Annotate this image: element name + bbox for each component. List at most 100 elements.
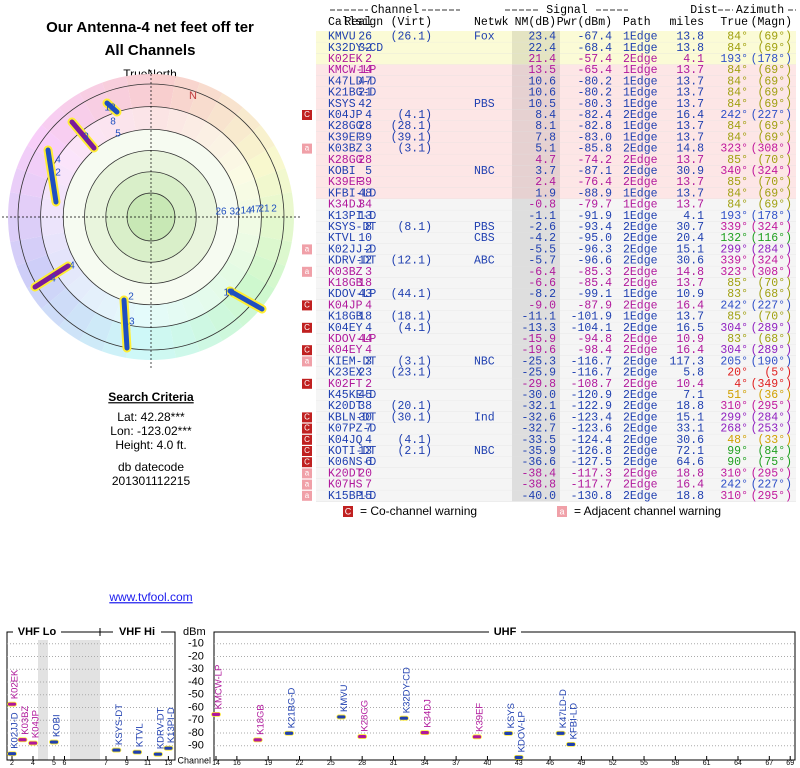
- cell: 13.7: [676, 64, 704, 77]
- band-label: UHF: [494, 626, 517, 638]
- nm-cell-bg: [512, 187, 560, 199]
- nm-cell-bg: [512, 109, 560, 121]
- cell: KFBI-LD: [328, 187, 376, 200]
- x-tick-label: 49: [578, 760, 586, 767]
- row-bg: [316, 53, 796, 65]
- cell: 30.6: [676, 434, 704, 447]
- cell: 310°: [720, 490, 748, 503]
- station-bar: [284, 730, 294, 736]
- row-bg: [316, 389, 796, 401]
- cell: 84°: [727, 120, 748, 133]
- station-bar: [513, 754, 524, 760]
- cell: -87.1: [577, 165, 612, 178]
- cell: 16.4: [676, 479, 704, 492]
- cell: -96.3: [577, 243, 612, 256]
- cell: 2Edge: [623, 456, 658, 469]
- cell: 10.5: [528, 98, 556, 111]
- cell: 193°: [720, 53, 748, 66]
- cell: -91.9: [577, 210, 612, 223]
- cell: 34: [358, 199, 372, 212]
- station-bar: [566, 741, 576, 747]
- group-header: Dist: [690, 4, 718, 17]
- x-tick-label: 4: [31, 760, 35, 767]
- cell: (68°): [757, 288, 792, 301]
- nm-cell-bg: [512, 53, 560, 65]
- row-bg: [316, 411, 796, 423]
- cell: 2Edge: [623, 400, 658, 413]
- cell: 1Edge: [623, 75, 658, 88]
- cell: 1Edge: [623, 199, 658, 212]
- cell: K04JP: [328, 109, 363, 122]
- warning-icon: [302, 412, 312, 423]
- x-tick-label: 31: [390, 760, 398, 767]
- cell: -101.9: [571, 311, 613, 324]
- cell: 14: [358, 64, 372, 77]
- cell: (69°): [757, 87, 792, 100]
- cell: 4: [365, 109, 372, 122]
- cell: -94.8: [577, 333, 612, 346]
- nm-cell-bg: [512, 299, 560, 311]
- row-bg: [316, 400, 796, 412]
- cell: 8.4: [535, 109, 556, 122]
- warning-icon: [302, 468, 312, 479]
- row-bg: [316, 199, 796, 211]
- cell: -123.6: [571, 423, 613, 436]
- cell: 2Edge: [623, 389, 658, 402]
- nm-cell-bg: [512, 490, 560, 502]
- cell: 38: [358, 400, 372, 413]
- marker-label: 13: [123, 317, 135, 328]
- cell: (70°): [757, 176, 792, 189]
- cell: (69°): [757, 120, 792, 133]
- station-bar: [163, 745, 174, 751]
- cell: 1Edge: [623, 288, 658, 301]
- station-bar: [555, 730, 566, 736]
- cell: -65.4: [577, 64, 612, 77]
- column-header: True: [720, 16, 748, 29]
- cell: (324°): [751, 165, 792, 178]
- cell: (70°): [757, 277, 792, 290]
- cell: 1Edge: [623, 42, 658, 55]
- cell: 2Edge: [623, 255, 658, 268]
- cell: CBS: [474, 232, 495, 245]
- row-bg: [316, 344, 796, 356]
- cell: (4.1): [397, 434, 432, 447]
- group-label-bg: [733, 3, 787, 17]
- cell: 2.4: [535, 176, 556, 189]
- row-bg: [316, 311, 796, 323]
- y-tick-label: -70: [188, 714, 204, 726]
- warning-icon: [302, 300, 312, 311]
- cell: -85.4: [577, 277, 612, 290]
- x-tick-label: 7: [104, 760, 108, 767]
- cell: 323°: [720, 266, 748, 279]
- cell: 2Edge: [623, 445, 658, 458]
- cell: 310°: [720, 400, 748, 413]
- cell: K21BG-D: [328, 87, 376, 100]
- cell: K02JJ-D: [328, 243, 376, 256]
- cell: 21: [358, 87, 372, 100]
- tvfool-link[interactable]: www.tvfool.com: [108, 590, 192, 604]
- cell: 13.7: [676, 87, 704, 100]
- cell: -127.5: [571, 456, 613, 469]
- cell: 84°: [727, 131, 748, 144]
- cell: 16.5: [676, 322, 704, 335]
- cell: 1Edge: [623, 31, 658, 44]
- cell: K04EY: [328, 344, 363, 357]
- station-label: K02JJ-D: [10, 712, 21, 749]
- band-label-bg: [13, 625, 61, 639]
- cell: 5.1: [535, 143, 556, 156]
- cell: 1Edge: [623, 210, 658, 223]
- cell: -0.8: [528, 199, 556, 212]
- cell: 2Edge: [623, 344, 658, 357]
- cell: 10.9: [676, 333, 704, 346]
- cell: 84°: [727, 87, 748, 100]
- cell: 13.7: [676, 120, 704, 133]
- cell: 1Edge: [623, 187, 658, 200]
- cell: 13.7: [676, 131, 704, 144]
- cell: K02EK: [328, 53, 363, 66]
- cell: (284°): [751, 411, 792, 424]
- cell: (324°): [751, 221, 792, 234]
- cell: 5: [365, 165, 372, 178]
- cell: (4.1): [397, 109, 432, 122]
- x-tick-label: 58: [671, 760, 679, 767]
- cell: 1.9: [535, 187, 556, 200]
